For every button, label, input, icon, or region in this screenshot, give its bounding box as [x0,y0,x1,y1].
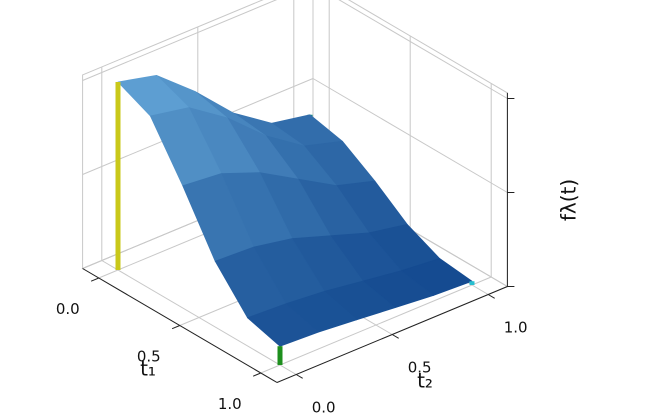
x-axis [82,268,278,383]
x-axis-label: t₁ [140,357,156,381]
x-tick-label: 0.5 [137,348,161,366]
x-tick-label: 1.0 [218,395,242,413]
y-tick [487,294,495,299]
x-tick [90,277,99,282]
x-tick-label: 0.0 [56,300,80,318]
y-axis [276,286,508,383]
z-axis-label: fλ(t) [557,179,581,221]
x-tick [171,325,180,330]
grid-line [101,260,297,375]
y-tick [391,334,399,339]
grid-line [338,0,508,99]
y-tick-label: 0.5 [408,358,432,376]
y-tick [295,374,303,379]
y-axis-label: t₂ [417,369,433,393]
y-tick-label: 0.0 [312,398,336,416]
surface-patch [247,303,319,347]
y-tick-label: 1.0 [504,318,528,336]
x-tick [252,372,261,377]
grid-line [82,0,278,81]
grid-line [312,78,508,193]
